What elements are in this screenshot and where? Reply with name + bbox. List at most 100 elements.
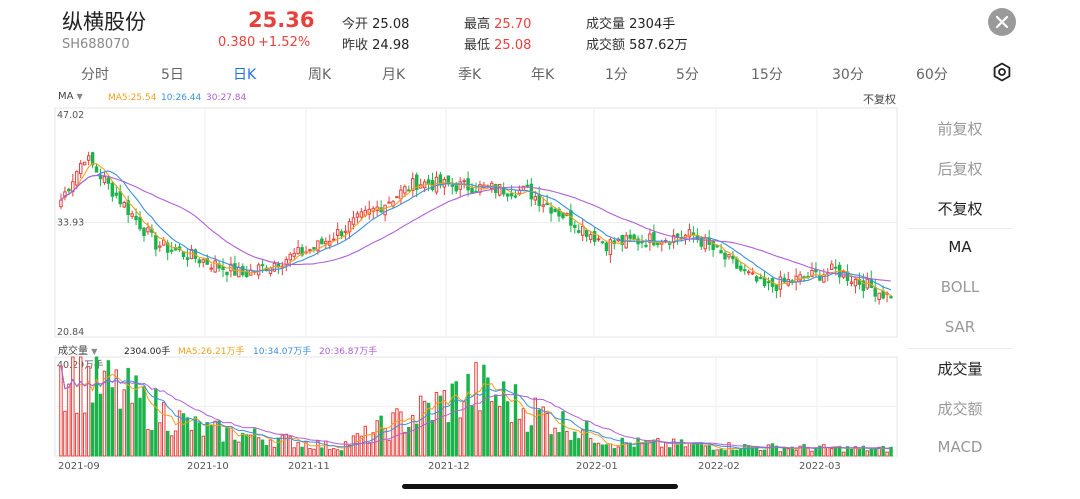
volume-bar	[391, 412, 395, 457]
side-main-1[interactable]: BOLL	[940, 278, 980, 296]
candle-body	[403, 186, 407, 194]
tab-11[interactable]: 60分	[916, 67, 948, 83]
tab-1[interactable]: 5日	[161, 67, 184, 83]
volume-bar	[359, 435, 364, 457]
side-sub-1[interactable]: 成交额	[937, 400, 983, 418]
volume-bar	[505, 401, 510, 457]
candle-body	[209, 267, 213, 270]
candle-body	[335, 229, 340, 237]
kline-chart[interactable]: 2021-09 2021-10 2021-11 2021-12 2022-01 2022-…	[0, 0, 905, 475]
side-adjust-0[interactable]: 前复权	[937, 120, 983, 138]
volume-bar	[422, 400, 427, 457]
tab-2[interactable]: 日K	[233, 67, 257, 83]
volume-bar	[347, 444, 352, 457]
stock-name: 纵横股份	[62, 10, 146, 34]
volume-bar	[482, 364, 486, 457]
volume-bar	[150, 430, 154, 457]
candle-body	[723, 252, 727, 260]
side-main-0[interactable]: MA	[948, 238, 972, 256]
y-tick-label: 47.02	[57, 110, 84, 121]
tab-0[interactable]: 分时	[81, 67, 109, 83]
chevron-down-icon: ▼	[76, 92, 83, 101]
volume-bar	[316, 440, 320, 457]
side-adjust-2[interactable]: 不复权	[937, 200, 983, 218]
candle-body	[758, 276, 763, 279]
tab-7[interactable]: 1分	[605, 67, 628, 83]
volume-bar	[324, 440, 328, 457]
candle-body	[533, 196, 538, 201]
volume-bar	[158, 422, 162, 457]
candle-body	[818, 274, 822, 281]
settings-button[interactable]	[992, 62, 1012, 82]
volume-bar	[102, 370, 107, 457]
volume-bar	[335, 449, 340, 457]
volume-bar	[387, 439, 391, 457]
candle-body	[454, 183, 458, 192]
volume-bar	[865, 450, 870, 457]
candle-body	[383, 204, 387, 216]
candle-body	[656, 242, 660, 246]
close-button[interactable]	[988, 8, 1016, 36]
volume-bar	[229, 427, 233, 457]
volume-bar	[126, 367, 130, 457]
candle-body	[98, 174, 103, 180]
tab-8[interactable]: 5分	[676, 67, 699, 83]
x-tick-label: 2021-12	[428, 461, 470, 472]
volume-bar	[521, 408, 526, 457]
tab-3[interactable]: 周K	[308, 67, 332, 83]
volume-current: 2304.00手	[124, 347, 171, 357]
stat-1: 昨收 24.98	[342, 34, 409, 53]
volume-bar	[513, 384, 518, 457]
volume-bar	[509, 422, 514, 457]
candle-body	[766, 281, 771, 284]
side-main-2[interactable]: SAR	[944, 318, 976, 336]
candle-body	[312, 247, 316, 250]
volume-bar	[474, 362, 478, 457]
volume-bar	[256, 437, 261, 457]
vol-ma10-legend: 10:34.07万手	[253, 347, 312, 357]
volume-bar	[383, 428, 387, 457]
volume-bar	[667, 447, 672, 457]
tab-4[interactable]: 月K	[382, 67, 406, 83]
volume-bar	[193, 416, 198, 457]
volume-bar	[762, 449, 767, 457]
stat-4: 成交量 2304手	[586, 13, 675, 32]
volume-bar	[557, 432, 561, 457]
main-indicator-select[interactable]: MA ▼	[58, 91, 83, 102]
candle-body	[316, 240, 320, 252]
candle-body	[798, 274, 802, 281]
volume-bar	[63, 410, 67, 457]
side-adjust-1[interactable]: 后复权	[937, 160, 983, 178]
candle-body	[652, 232, 656, 246]
candle-body	[774, 284, 779, 292]
candle-body	[549, 207, 553, 214]
tab-5[interactable]: 季K	[458, 67, 482, 83]
volume-bar	[727, 442, 731, 457]
tab-6[interactable]: 年K	[531, 67, 555, 83]
candle-body	[853, 278, 858, 287]
tab-9[interactable]: 15分	[751, 67, 783, 83]
candle-body	[407, 189, 411, 192]
candle-body	[727, 254, 731, 258]
candle-body	[256, 264, 261, 276]
side-sub-0[interactable]: 成交量	[937, 360, 983, 378]
candle-body	[142, 227, 146, 236]
volume-bar	[711, 449, 715, 457]
candle-body	[201, 259, 205, 263]
vol-ma5-legend: MA5:26.21万手	[178, 347, 245, 357]
volume-bar	[814, 447, 818, 457]
volume-bar	[703, 445, 707, 457]
candle-body	[260, 264, 265, 267]
side-sub-2[interactable]: MACD	[937, 438, 983, 456]
candle-body	[339, 231, 344, 237]
volume-bar	[592, 442, 597, 457]
volume-bar	[288, 436, 292, 457]
volume-bar	[818, 445, 822, 457]
candle-body	[458, 181, 462, 190]
sub-indicator-select[interactable]: 成交量 ▼	[58, 342, 97, 357]
candle-body	[612, 240, 617, 245]
volume-bar	[233, 439, 237, 457]
volume-bar	[794, 449, 798, 457]
side-divider	[908, 348, 1012, 349]
tab-10[interactable]: 30分	[832, 67, 864, 83]
